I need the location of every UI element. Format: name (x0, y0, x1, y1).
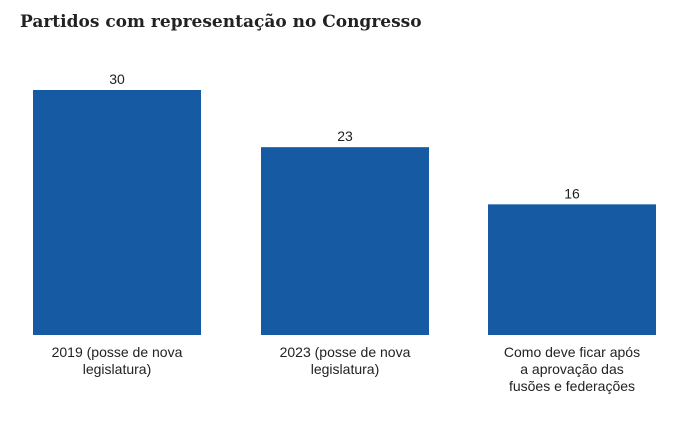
value-label-1: 23 (337, 128, 353, 144)
value-label-2: 16 (564, 185, 580, 201)
bar-0 (33, 90, 201, 335)
category-label-2-line-1: a aprovação das (520, 361, 624, 377)
category-label-2-line-0: Como deve ficar após (504, 344, 640, 360)
category-label-2-line-2: fusões e federações (509, 378, 635, 394)
category-label-1-line-0: 2023 (posse de nova (280, 344, 411, 360)
bar-1 (261, 147, 429, 335)
category-label-0-line-0: 2019 (posse de nova (52, 344, 183, 360)
bar-2 (488, 204, 656, 335)
value-label-0: 30 (109, 71, 125, 87)
chart-title: Partidos com representação no Congresso (20, 12, 422, 32)
category-label-0-line-1: legislatura) (83, 361, 151, 377)
category-label-1-line-1: legislatura) (311, 361, 379, 377)
